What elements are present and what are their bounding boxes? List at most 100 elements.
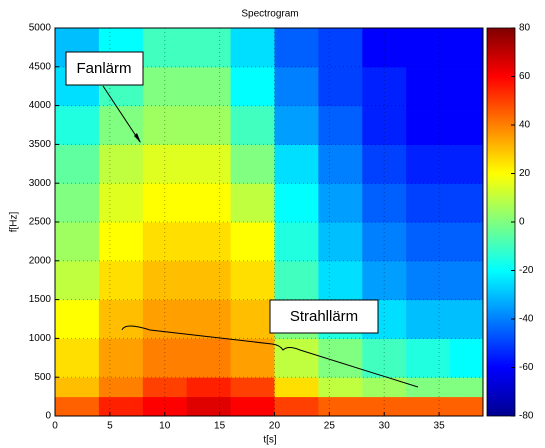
colorbar-tick-label: -60 [519, 362, 534, 373]
x-axis-label: t[s] [263, 435, 277, 446]
heatmap-cell [406, 183, 451, 223]
annotation: Strahllärm [290, 308, 358, 325]
heatmap-cell [450, 105, 484, 145]
y-tick-label: 2000 [29, 255, 52, 266]
heatmap-cell [450, 338, 484, 378]
heatmap-cell [362, 260, 407, 301]
heatmap-cell [362, 105, 407, 145]
heatmap-cell [406, 28, 451, 68]
x-tick-label: 0 [52, 421, 58, 432]
colorbar-tick-label: 0 [519, 217, 525, 228]
heatmap [55, 28, 484, 417]
colorbar [486, 27, 516, 417]
axes [54, 27, 484, 417]
heatmap-cell [230, 260, 275, 301]
heatmap-cell [230, 396, 275, 417]
heatmap-cell [406, 144, 451, 184]
heatmap-cell [362, 396, 407, 417]
heatmap-cell [406, 299, 451, 339]
heatmap-cell [55, 299, 100, 339]
y-tick-label: 3000 [29, 178, 52, 189]
annotation-brace [121, 325, 419, 388]
colorbar-tick-label: 20 [519, 168, 531, 179]
heatmap-cell [274, 377, 319, 398]
heatmap-cell [450, 377, 484, 398]
heatmap-cell [450, 260, 484, 301]
heatmap-cell [318, 222, 363, 262]
heatmap-cell [98, 144, 144, 184]
heatmap-cell [186, 396, 232, 417]
heatmap-cell [274, 28, 319, 68]
x-tick-label: 30 [379, 421, 391, 432]
heatmap-cell [362, 28, 407, 68]
heatmap-cell [186, 183, 232, 223]
heatmap-cell [230, 66, 275, 107]
heatmap-cell [98, 260, 144, 301]
heatmap-cell [142, 66, 188, 107]
heatmap-cell [230, 105, 275, 145]
colorbar-tick-label: -20 [519, 265, 534, 276]
heatmap-cell [230, 28, 275, 68]
heatmap-cell [98, 105, 144, 145]
heatmap-cell [362, 183, 407, 223]
y-tick-label: 0 [45, 411, 51, 422]
heatmap-cell [142, 377, 188, 398]
heatmap-cell [186, 28, 232, 68]
heatmap-cell [274, 260, 319, 301]
heatmap-cell [98, 299, 144, 339]
heatmap-cell [318, 396, 363, 417]
heatmap-cell [274, 396, 319, 417]
heatmap-cell [230, 222, 275, 262]
heatmap-cell [55, 144, 100, 184]
heatmap-cell [142, 144, 188, 184]
heatmap-cell [98, 338, 144, 378]
heatmap-cell [55, 105, 100, 145]
y-tick-label: 1000 [29, 333, 52, 344]
y-tick-label: 4500 [29, 61, 52, 72]
annotation-arrow [102, 85, 141, 143]
heatmap-cell [142, 183, 188, 223]
colorbar-tick-label: -80 [519, 411, 534, 422]
heatmap-cell [55, 396, 100, 417]
heatmap-cell [230, 299, 275, 339]
heatmap-cell [142, 28, 188, 68]
heatmap-cell [362, 377, 407, 398]
heatmap-cell [98, 222, 144, 262]
x-tick-label: 15 [214, 421, 226, 432]
heatmap-cell [318, 377, 363, 398]
heatmap-cell [362, 338, 407, 378]
heatmap-cell [142, 338, 188, 378]
heatmap-cell [406, 222, 451, 262]
heatmap-cell [55, 183, 100, 223]
heatmap-cell [274, 66, 319, 107]
y-tick-label: 3500 [29, 139, 52, 150]
heatmap-cell [55, 260, 100, 301]
x-tick-label: 35 [434, 421, 446, 432]
heatmap-cell [55, 377, 100, 398]
y-tick-label: 4000 [29, 100, 52, 111]
colorbar-tick-label: -40 [519, 314, 534, 325]
heatmap-cell [450, 299, 484, 339]
heatmap-cell [274, 105, 319, 145]
heatmap-cell [274, 338, 319, 378]
heatmap-cell [406, 377, 451, 398]
heatmap-cell [406, 338, 451, 378]
y-tick-label: 500 [34, 372, 51, 383]
heatmap-cell [98, 183, 144, 223]
colorbar-tick-label: 60 [519, 71, 531, 82]
heatmap-cell [230, 183, 275, 223]
heatmap-cell [274, 222, 319, 262]
heatmap-cell [142, 260, 188, 301]
heatmap-cell [230, 377, 275, 398]
heatmap-cell [274, 183, 319, 223]
heatmap-cell [142, 299, 188, 339]
heatmap-cell [450, 66, 484, 107]
heatmap-cell [406, 105, 451, 145]
heatmap-cell [450, 28, 484, 68]
x-tick-label: 10 [159, 421, 171, 432]
y-axis-label: f[Hz] [9, 212, 20, 233]
y-tick-label: 5000 [29, 23, 52, 34]
heatmap-cell [318, 28, 363, 68]
heatmap-cell [318, 144, 363, 184]
